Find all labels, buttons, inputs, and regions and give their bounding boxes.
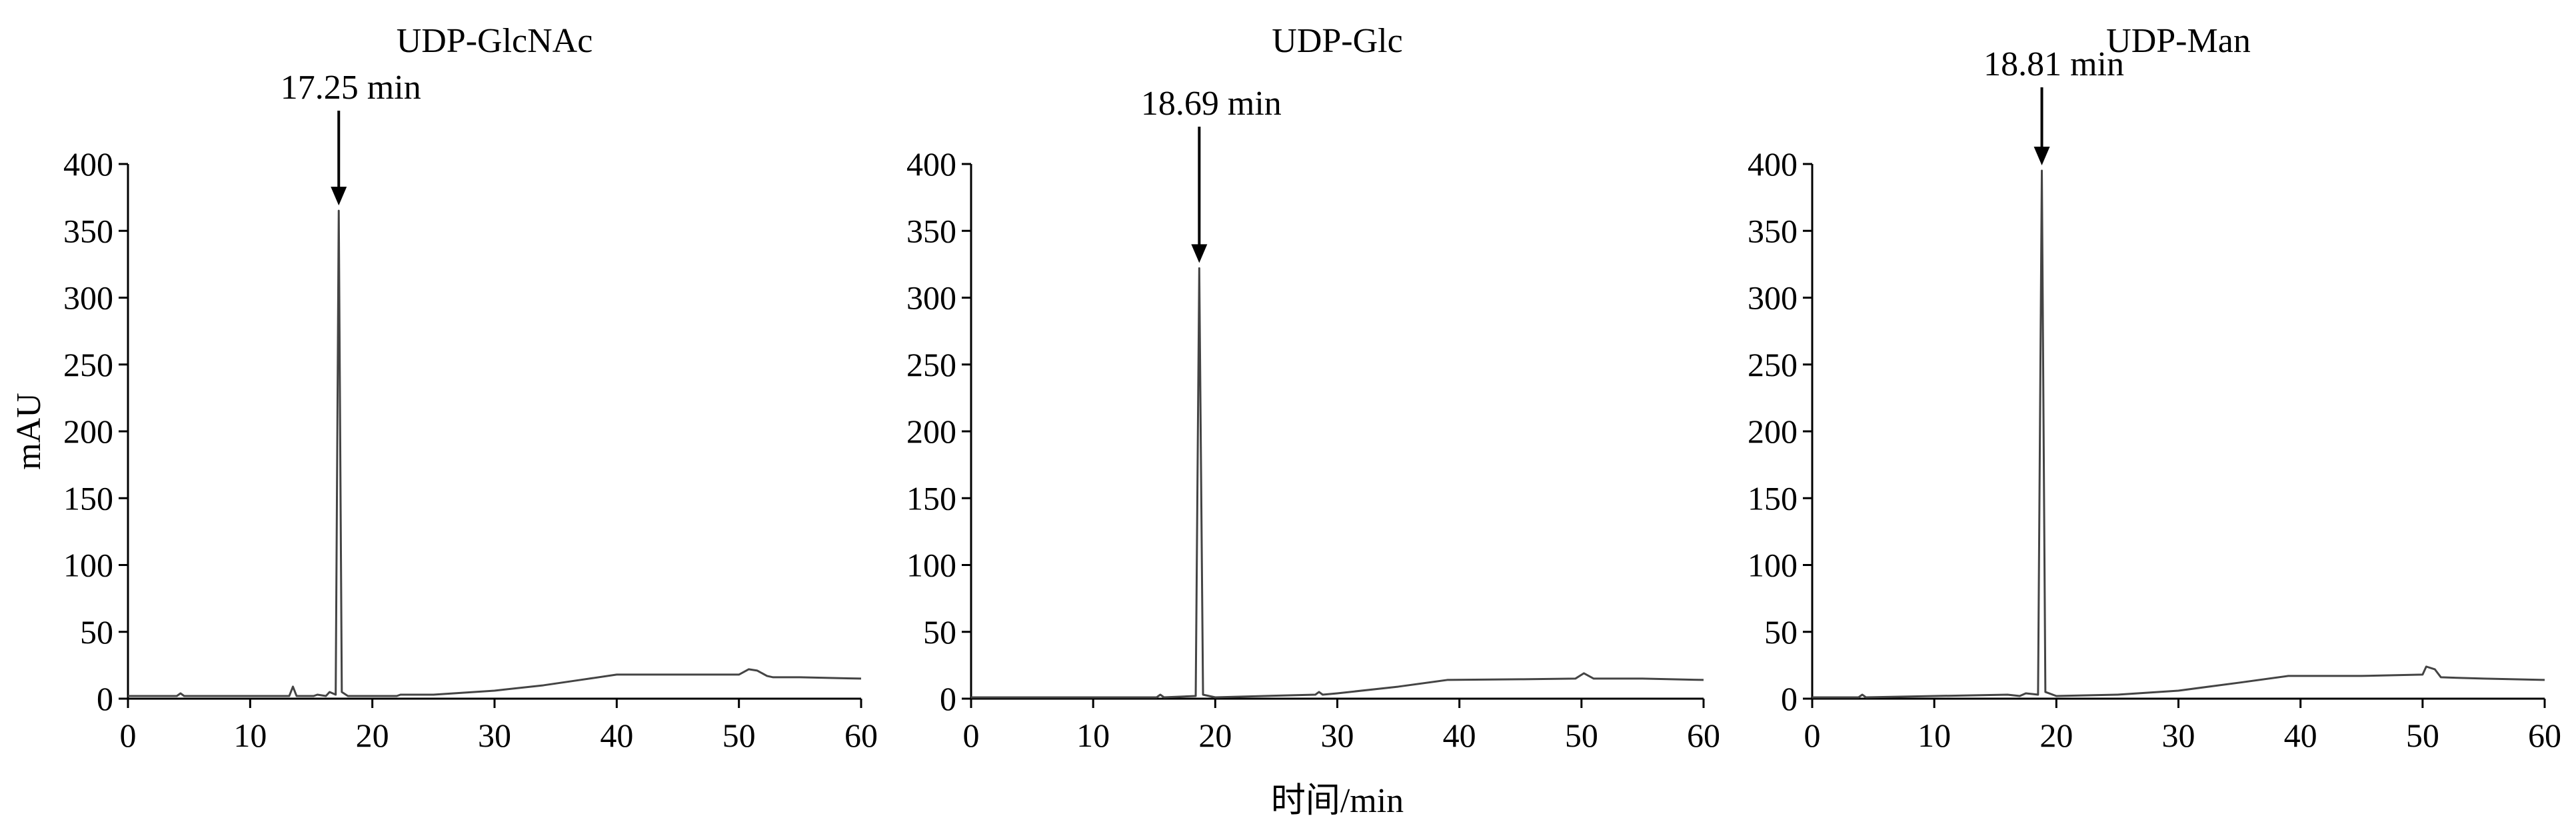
panel-title: UDP-GlcNAc: [397, 22, 593, 60]
peak-annotation: 18.69 min: [1141, 85, 1282, 123]
peak-annotation: 17.25 min: [281, 69, 421, 107]
x-tick-label: 10: [1076, 717, 1110, 754]
x-tick-label: 10: [1918, 717, 1951, 754]
y-tick-label: 350: [63, 212, 113, 249]
y-tick-label: 400: [63, 145, 113, 183]
panel-title: UDP-Man: [2106, 22, 2251, 60]
x-tick-label: 0: [120, 717, 137, 754]
x-tick-label: 60: [2528, 717, 2561, 754]
y-tick-label: 300: [906, 279, 956, 317]
y-tick-label: 400: [1748, 145, 1798, 183]
trace-line: [971, 267, 1704, 699]
y-tick-label: 0: [1781, 680, 1798, 717]
y-tick-label: 100: [63, 547, 113, 584]
x-tick-label: 40: [2284, 717, 2317, 754]
panel: 0 50 100 150 200 250 300 350 400 0 10 20 30 40 50 60 UDP…: [906, 22, 1720, 820]
x-tick-label: 40: [1443, 717, 1476, 754]
trace-line: [1812, 169, 2545, 699]
x-tick-label: 30: [1321, 717, 1354, 754]
y-tick-label: 250: [63, 346, 113, 383]
x-tick-label: 30: [2162, 717, 2195, 754]
y-tick-label: 50: [1764, 613, 1798, 651]
y-tick-label: 50: [923, 613, 956, 651]
y-tick-label: 200: [1748, 413, 1798, 450]
y-tick-label: 150: [1748, 479, 1798, 517]
y-tick-label: 300: [1748, 279, 1798, 317]
y-tick-label: 50: [80, 613, 113, 651]
x-tick-label: 20: [356, 717, 389, 754]
x-tick-label: 0: [963, 717, 980, 754]
y-tick-label: 350: [906, 212, 956, 249]
x-tick-label: 40: [600, 717, 633, 754]
x-tick-label: 20: [1198, 717, 1232, 754]
y-tick-label: 0: [97, 680, 113, 717]
y-tick-label: 100: [906, 547, 956, 584]
y-tick-label: 150: [63, 479, 113, 517]
x-tick-label: 60: [1687, 717, 1720, 754]
panel: 0 50 100 150 200 250 300 350 400 0 10 20 30 40 50 60 UDP…: [10, 22, 878, 754]
arrow-head: [331, 187, 347, 206]
y-tick-label: 250: [1748, 346, 1798, 383]
x-tick-label: 30: [478, 717, 511, 754]
panel: 0 50 100 150 200 250 300 350 400 0 10 20 30 40 50 60 UDP…: [1748, 22, 2561, 754]
y-tick-label: 300: [63, 279, 113, 317]
arrow-head: [1191, 244, 1208, 263]
x-tick-label: 50: [2406, 717, 2439, 754]
x-tick-label: 60: [844, 717, 878, 754]
y-tick-label: 150: [906, 479, 956, 517]
y-tick-label: 200: [63, 413, 113, 450]
trace-line: [128, 209, 862, 697]
x-tick-label: 0: [1804, 717, 1821, 754]
y-tick-label: 200: [906, 413, 956, 450]
x-axis-label: 时间/min: [1271, 782, 1404, 820]
panel-title: UDP-Glc: [1272, 22, 1402, 60]
arrow-head: [2033, 147, 2050, 166]
y-tick-label: 400: [906, 145, 956, 183]
y-tick-label: 350: [1748, 212, 1798, 249]
x-tick-label: 50: [1565, 717, 1598, 754]
y-axis-label: mAU: [10, 393, 48, 470]
x-tick-label: 20: [2039, 717, 2073, 754]
x-tick-label: 50: [722, 717, 756, 754]
y-tick-label: 250: [906, 346, 956, 383]
y-tick-label: 0: [940, 680, 956, 717]
x-tick-label: 10: [233, 717, 267, 754]
peak-annotation: 18.81 min: [1983, 45, 2124, 83]
y-tick-label: 100: [1748, 547, 1798, 584]
